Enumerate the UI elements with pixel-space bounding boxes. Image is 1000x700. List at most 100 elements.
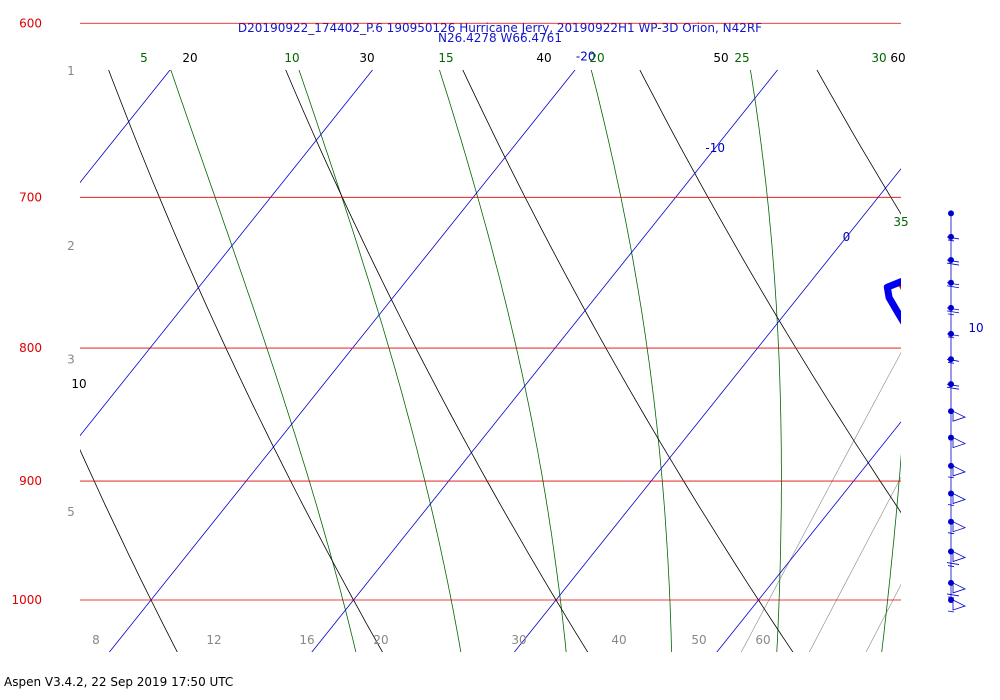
isotherm-line — [108, 70, 576, 652]
axis-labels: 600 700 800 900 1000 -20 -10 0 10 20 30 40 20 30 40 50 6… — [11, 16, 983, 647]
height-label: 2 — [67, 239, 75, 253]
moist-adiabat-line — [881, 453, 901, 652]
dry-adiabat-line — [80, 448, 178, 652]
wind-barb — [948, 257, 954, 264]
wind-barb-feather — [946, 259, 960, 263]
isotherm-line — [716, 421, 901, 652]
isotherm-line — [80, 70, 171, 184]
wind-barb — [948, 330, 954, 337]
mixing-ratio-line — [930, 0, 1000, 700]
dry-adiabat-label: 30 — [359, 51, 374, 65]
wind-barb-flag — [952, 410, 967, 422]
pressure-label: 1000 — [11, 593, 42, 607]
wind-barb — [948, 279, 954, 286]
wind-barb-feather — [946, 358, 960, 362]
sounding-traces — [883, 277, 901, 325]
dry-adiabat-label: 60 — [890, 51, 905, 65]
isobars — [80, 22, 901, 601]
sounding-location: N26.4278 W66.4761 — [438, 31, 562, 45]
wind-barb — [948, 462, 954, 469]
mixing-ratio-label: 60 — [755, 633, 770, 647]
wind-barb — [948, 490, 954, 497]
dry-adiabat-line — [108, 70, 383, 652]
wind-barb-feather — [947, 565, 955, 567]
wind-barb-feather — [947, 504, 955, 506]
footer-version: Aspen V3.4.2, 22 Sep 2019 17:50 UTC — [4, 675, 234, 689]
moist-adiabats — [170, 0, 1000, 700]
moist-adiabat-line — [976, 0, 1000, 700]
moist-adiabat-label: 10 — [284, 51, 299, 65]
mixing-ratio-lines — [740, 0, 1000, 700]
moist-adiabat-label: 35 — [893, 215, 908, 229]
moist-adiabat-label: 15 — [438, 51, 453, 65]
wind-barb-feather — [947, 476, 955, 479]
wind-barb-flag — [952, 550, 967, 563]
mixing-ratio-line — [865, 583, 901, 652]
mixing-ratio-label: 20 — [373, 633, 388, 647]
wind-barb-feather — [947, 313, 955, 316]
wind-barb — [948, 381, 954, 388]
wind-barb — [948, 233, 954, 240]
wind-barb-feather — [947, 532, 955, 535]
wind-barb — [948, 579, 954, 586]
wind-barb-flag — [952, 521, 967, 533]
height-label: 1 — [67, 64, 75, 78]
mixing-ratio-line — [968, 0, 1000, 700]
isotherm-label: 0 — [843, 230, 851, 244]
wind-barb-feather — [946, 310, 960, 314]
wind-barb — [948, 210, 954, 217]
dry-adiabat-label: 20 — [182, 51, 197, 65]
moist-adiabat-line — [298, 70, 462, 652]
wind-barb-flag — [952, 492, 967, 505]
moist-adiabat-line — [170, 70, 357, 652]
isotherm-label: -20 — [576, 50, 596, 64]
wind-barb-flag — [952, 599, 967, 611]
wind-barb-feather — [946, 285, 960, 289]
pressure-label: 600 — [19, 16, 42, 30]
moist-adiabat-line — [590, 70, 672, 652]
wind-barb-flag — [952, 465, 967, 477]
pressure-label: 900 — [19, 474, 42, 488]
isotherm-line — [80, 70, 374, 437]
isotherm-line — [513, 168, 901, 652]
wind-barb-flag — [952, 582, 967, 594]
mixing-ratio-label: 40 — [611, 633, 626, 647]
moist-adiabat-label: 5 — [140, 51, 148, 65]
moist-adiabat-label: 20 — [589, 51, 604, 65]
wind-barb — [948, 434, 954, 441]
wind-barb-feather — [946, 386, 960, 390]
height-label: 5 — [67, 505, 75, 519]
wind-barb-feather — [947, 336, 955, 339]
moist-adiabat-line — [749, 70, 782, 652]
dry-adiabat-line — [816, 70, 901, 215]
isotherm-label: -10 — [705, 141, 725, 155]
wind-barb — [948, 518, 954, 525]
mixing-ratio-label: 50 — [691, 633, 706, 647]
dry-adiabat-line — [462, 70, 794, 652]
mixing-ratio-line — [740, 352, 901, 652]
wind-barb-feather — [947, 361, 955, 364]
wind-barb-feather — [946, 236, 960, 240]
isotherm-line — [311, 70, 779, 652]
temperature-trace — [897, 279, 901, 290]
wind-barb — [948, 548, 954, 555]
dry-adiabat-label: 40 — [536, 51, 551, 65]
wind-barb-feather — [946, 562, 960, 565]
mixing-ratio-label: 30 — [511, 633, 526, 647]
wind-barb-feather — [947, 239, 955, 242]
pressure-label: 800 — [19, 341, 42, 355]
height-label: 3 — [67, 352, 75, 366]
isotherm-label: 10 — [968, 321, 983, 335]
wind-barb — [948, 356, 954, 363]
wind-barb — [948, 597, 954, 603]
sounding-title: D20190922_174402_P.6 190950126 Hurricane… — [237, 21, 763, 35]
dry-adiabat-label: 50 — [713, 51, 728, 65]
dry-adiabat-line — [639, 70, 901, 514]
moist-adiabat-label: 25 — [734, 51, 749, 65]
wind-barb — [948, 408, 954, 415]
dry-adiabat-line — [876, 0, 1000, 700]
wind-barb-feather — [947, 610, 955, 613]
mixing-ratio-label: 8 — [92, 633, 100, 647]
